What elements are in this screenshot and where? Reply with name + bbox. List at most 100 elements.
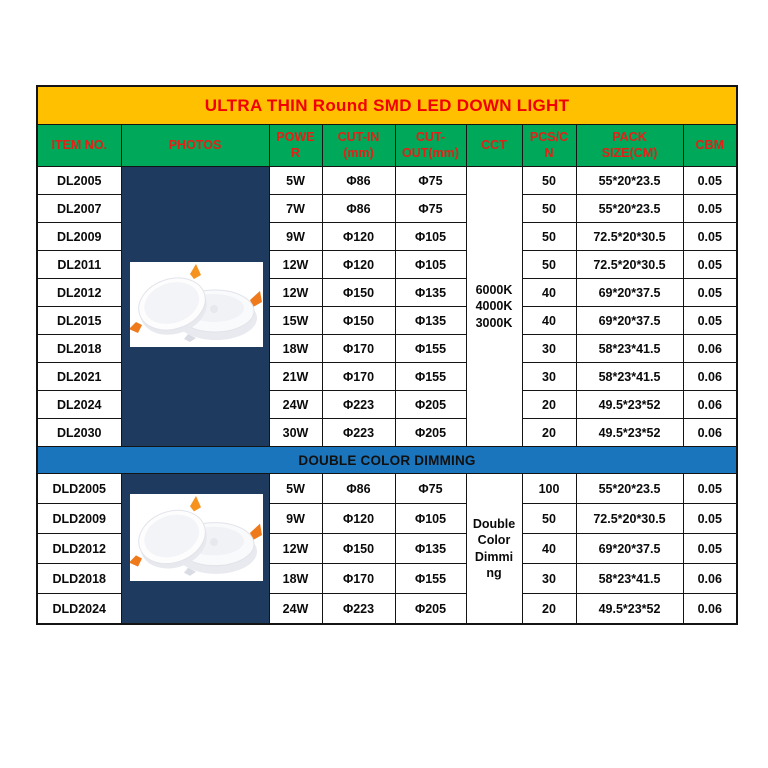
- cell-item: DLD2012: [36, 533, 122, 564]
- cell-pack: 58*23*41.5: [575, 362, 684, 391]
- cell-cut-out: Φ105: [394, 222, 467, 251]
- cell-pack: 69*20*37.5: [575, 278, 684, 307]
- cell-item: DLD2024: [36, 593, 122, 625]
- cell-cut-in: Φ170: [321, 334, 396, 363]
- cell-pcs: 30: [521, 563, 577, 594]
- cell-cut-in: Φ120: [321, 222, 396, 251]
- table-row: ULTRA THIN Round SMD LED DOWN LIGHT: [36, 85, 738, 125]
- cell-cut-in: Φ120: [321, 250, 396, 279]
- cell-pack: 55*20*23.5: [575, 166, 684, 195]
- cell-cut-out: Φ155: [394, 362, 467, 391]
- cell-cbm: 0.06: [682, 390, 738, 419]
- cell-cut-in: Φ223: [321, 418, 396, 447]
- cell-pack: 69*20*37.5: [575, 533, 684, 564]
- table-row: DLD2005: [36, 473, 738, 625]
- table-row: DL2009 9W Φ120 Φ105 50 72.5*20*30.5 0.05: [36, 222, 738, 251]
- cell-cbm: 0.05: [682, 503, 738, 534]
- cell-pcs: 40: [521, 533, 577, 564]
- cell-item: DL2011: [36, 250, 122, 279]
- cell-cut-in: Φ170: [321, 362, 396, 391]
- cell-cut-in: Φ150: [321, 533, 396, 564]
- led-downlight-image: [129, 262, 263, 347]
- table-row: ITEM NO. PHOTOS POWE R CUT-IN (mm) CUT- …: [36, 124, 738, 167]
- cell-cbm: 0.05: [682, 306, 738, 335]
- spec-sheet: ULTRA THIN Round SMD LED DOWN LIGHT ITEM…: [36, 85, 739, 625]
- cell-item: DL2015: [36, 306, 122, 335]
- cell-pack: 72.5*20*30.5: [575, 503, 684, 534]
- table-row: DLD2024 24W Φ223 Φ205 20 49.5*23*52 0.06: [36, 593, 738, 625]
- column-header-item-no: ITEM NO.: [36, 124, 122, 167]
- cell-cut-in: Φ223: [321, 593, 396, 625]
- cell-cbm: 0.05: [682, 222, 738, 251]
- cell-pcs: 50: [521, 222, 577, 251]
- cell-pcs: 40: [521, 306, 577, 335]
- cell-pcs: 50: [521, 166, 577, 195]
- cell-power: 12W: [268, 250, 323, 279]
- table-row: DL2015 15W Φ150 Φ135 40 69*20*37.5 0.05: [36, 306, 738, 335]
- product-table: ULTRA THIN Round SMD LED DOWN LIGHT ITEM…: [36, 85, 739, 625]
- cell-cut-out: Φ205: [394, 593, 467, 625]
- cell-cbm: 0.06: [682, 593, 738, 625]
- cell-cut-out: Φ155: [394, 334, 467, 363]
- cell-cbm: 0.06: [682, 563, 738, 594]
- cell-power: 15W: [268, 306, 323, 335]
- column-header-pcs: PCS/C N: [521, 124, 577, 167]
- cell-pack: 72.5*20*30.5: [575, 222, 684, 251]
- cell-cbm: 0.05: [682, 166, 738, 195]
- cell-item: DL2005: [36, 166, 122, 195]
- product-photo: [129, 262, 263, 347]
- cell-power: 5W: [268, 473, 323, 504]
- cell-pack: 69*20*37.5: [575, 306, 684, 335]
- cell-cut-in: Φ150: [321, 278, 396, 307]
- cell-pack: 49.5*23*52: [575, 593, 684, 625]
- cell-cct-section1: 6000K 4000K 3000K: [465, 166, 523, 447]
- cell-power: 18W: [268, 334, 323, 363]
- table-row: DL2021 21W Φ170 Φ155 30 58*23*41.5 0.06: [36, 362, 738, 391]
- cell-power: 9W: [268, 503, 323, 534]
- cell-pack: 55*20*23.5: [575, 194, 684, 223]
- cell-cut-out: Φ135: [394, 533, 467, 564]
- cell-pcs: 20: [521, 390, 577, 419]
- cell-cut-in: Φ223: [321, 390, 396, 419]
- table-row: DL2005: [36, 166, 738, 447]
- cell-pack: 55*20*23.5: [575, 473, 684, 504]
- column-header-cbm: CBM: [682, 124, 738, 167]
- cell-cbm: 0.05: [682, 533, 738, 564]
- cell-power: 12W: [268, 278, 323, 307]
- led-downlight-image: [129, 494, 263, 581]
- table-row: DOUBLE COLOR DIMMING: [36, 446, 738, 474]
- cell-cut-out: Φ75: [394, 166, 467, 195]
- column-header-photos: PHOTOS: [120, 124, 270, 167]
- table-row: DLD2009 9W Φ120 Φ105 50 72.5*20*30.5 0.0…: [36, 503, 738, 534]
- cell-cut-in: Φ120: [321, 503, 396, 534]
- cell-item: DL2009: [36, 222, 122, 251]
- cell-cut-in: Φ86: [321, 473, 396, 504]
- table-row: DL2024 24W Φ223 Φ205 20 49.5*23*52 0.06: [36, 390, 738, 419]
- cell-pcs: 50: [521, 194, 577, 223]
- cell-cbm: 0.05: [682, 250, 738, 279]
- table-title: ULTRA THIN Round SMD LED DOWN LIGHT: [36, 85, 738, 125]
- product-photo: [129, 494, 263, 581]
- cell-pcs: 30: [521, 334, 577, 363]
- cell-pack: 72.5*20*30.5: [575, 250, 684, 279]
- cell-cut-in: Φ150: [321, 306, 396, 335]
- table-row: DL2018 18W Φ170 Φ155 30 58*23*41.5 0.06: [36, 334, 738, 363]
- cell-item: DLD2005: [36, 473, 122, 504]
- cell-pack: 58*23*41.5: [575, 334, 684, 363]
- cell-cut-out: Φ75: [394, 194, 467, 223]
- cell-pcs: 40: [521, 278, 577, 307]
- cell-pcs: 50: [521, 503, 577, 534]
- cell-cut-out: Φ205: [394, 390, 467, 419]
- cell-cut-out: Φ105: [394, 503, 467, 534]
- cell-power: 7W: [268, 194, 323, 223]
- cell-item: DL2024: [36, 390, 122, 419]
- cell-item: DL2021: [36, 362, 122, 391]
- cell-cbm: 0.05: [682, 194, 738, 223]
- cell-pcs: 100: [521, 473, 577, 504]
- cell-power: 24W: [268, 593, 323, 625]
- table-row: DL2012 12W Φ150 Φ135 40 69*20*37.5 0.05: [36, 278, 738, 307]
- cell-pcs: 30: [521, 362, 577, 391]
- cell-cut-out: Φ75: [394, 473, 467, 504]
- column-header-cut-out: CUT- OUT(mm): [394, 124, 467, 167]
- cell-cut-in: Φ86: [321, 194, 396, 223]
